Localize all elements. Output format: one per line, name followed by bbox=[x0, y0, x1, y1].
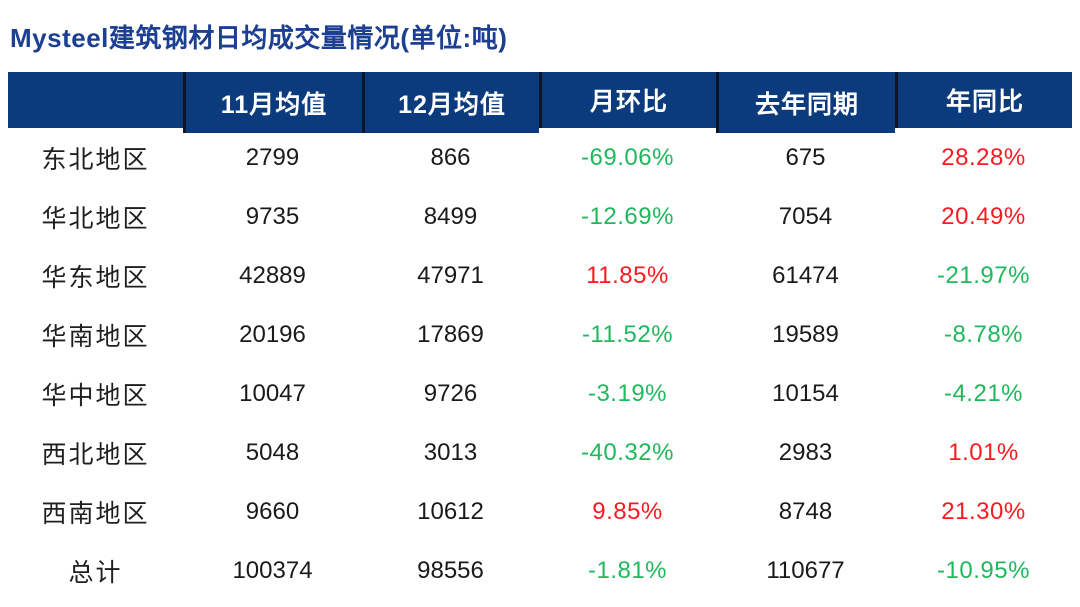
table-row: 西南地区 9660 10612 9.85% 8748 21.30% bbox=[8, 482, 1072, 541]
table-row: 华东地区 42889 47971 11.85% 61474 -21.97% bbox=[8, 246, 1072, 305]
yoy-value: -10.95% bbox=[937, 556, 1030, 584]
region-label: 华南地区 bbox=[41, 323, 150, 351]
yoy-value: -8.78% bbox=[943, 320, 1024, 348]
region-label: 东北地区 bbox=[41, 146, 150, 174]
mom-value: 9.85% bbox=[592, 497, 663, 525]
region-label: 西北地区 bbox=[41, 441, 150, 469]
last-year-value: 2983 bbox=[778, 438, 833, 466]
page-title: Mysteel建筑钢材日均成交量情况(单位:吨) bbox=[10, 22, 508, 53]
table-row: 东北地区 2799 866 -69.06% 675 28.28% bbox=[8, 128, 1072, 187]
mom-value: -3.19% bbox=[587, 379, 668, 407]
last-year-value: 61474 bbox=[772, 261, 839, 289]
mom-value: -12.69% bbox=[581, 202, 674, 230]
nov-avg-value: 9735 bbox=[245, 202, 300, 230]
table-body: 东北地区 2799 866 -69.06% 675 28.28% 华北地区 97… bbox=[8, 128, 1072, 600]
dec-avg-value: 10612 bbox=[417, 497, 484, 525]
dec-avg-value: 17869 bbox=[417, 320, 484, 348]
header-cell-region bbox=[8, 72, 183, 128]
region-label: 华中地区 bbox=[41, 382, 150, 410]
last-year-value: 19589 bbox=[772, 320, 839, 348]
region-label: 华北地区 bbox=[41, 205, 150, 233]
header-cell-mom: 月环比 bbox=[539, 72, 716, 128]
last-year-value: 10154 bbox=[772, 379, 839, 407]
region-label: 华东地区 bbox=[41, 264, 150, 292]
yoy-value: 21.30% bbox=[941, 497, 1026, 525]
table-row: 华中地区 10047 9726 -3.19% 10154 -4.21% bbox=[8, 364, 1072, 423]
last-year-value: 8748 bbox=[778, 497, 833, 525]
header-cell-last-year: 去年同期 bbox=[716, 72, 895, 133]
nov-avg-value: 20196 bbox=[239, 320, 306, 348]
region-label: 西南地区 bbox=[41, 500, 150, 528]
mom-value: -40.32% bbox=[581, 438, 674, 466]
mom-value: -11.52% bbox=[581, 320, 674, 348]
header-cell-dec-avg: 12月均值 bbox=[362, 72, 539, 133]
mom-value: 11.85% bbox=[586, 261, 669, 289]
dec-avg-value: 8499 bbox=[423, 202, 478, 230]
last-year-value: 7054 bbox=[778, 202, 833, 230]
nov-avg-value: 100374 bbox=[232, 556, 313, 584]
nov-avg-value: 42889 bbox=[239, 261, 306, 289]
data-table: 11月均值 12月均值 月环比 去年同期 年同比 东北地区 2799 866 -… bbox=[8, 72, 1072, 600]
last-year-value: 675 bbox=[785, 143, 826, 171]
dec-avg-value: 47971 bbox=[417, 261, 484, 289]
nov-avg-value: 5048 bbox=[245, 438, 300, 466]
table-header-row: 11月均值 12月均值 月环比 去年同期 年同比 bbox=[8, 72, 1072, 133]
region-label: 总计 bbox=[68, 559, 123, 587]
table-row: 西北地区 5048 3013 -40.32% 2983 1.01% bbox=[8, 423, 1072, 482]
nov-avg-value: 10047 bbox=[239, 379, 306, 407]
table-row: 华北地区 9735 8499 -12.69% 7054 20.49% bbox=[8, 187, 1072, 246]
nov-avg-value: 2799 bbox=[245, 143, 300, 171]
yoy-value: -4.21% bbox=[943, 379, 1024, 407]
last-year-value: 110677 bbox=[766, 556, 845, 584]
table-row: 华南地区 20196 17869 -11.52% 19589 -8.78% bbox=[8, 305, 1072, 364]
header-cell-yoy: 年同比 bbox=[895, 72, 1072, 128]
dec-avg-value: 866 bbox=[430, 143, 471, 171]
header-cell-nov-avg: 11月均值 bbox=[183, 72, 362, 133]
mom-value: -69.06% bbox=[581, 143, 674, 171]
yoy-value: 1.01% bbox=[948, 438, 1019, 466]
yoy-value: 20.49% bbox=[941, 202, 1026, 230]
table-row-total: 总计 100374 98556 -1.81% 110677 -10.95% bbox=[8, 541, 1072, 600]
mom-value: -1.81% bbox=[587, 556, 668, 584]
yoy-value: -21.97% bbox=[937, 261, 1030, 289]
dec-avg-value: 3013 bbox=[423, 438, 478, 466]
dec-avg-value: 98556 bbox=[417, 556, 484, 584]
nov-avg-value: 9660 bbox=[245, 497, 300, 525]
dec-avg-value: 9726 bbox=[423, 379, 478, 407]
yoy-value: 28.28% bbox=[941, 143, 1026, 171]
